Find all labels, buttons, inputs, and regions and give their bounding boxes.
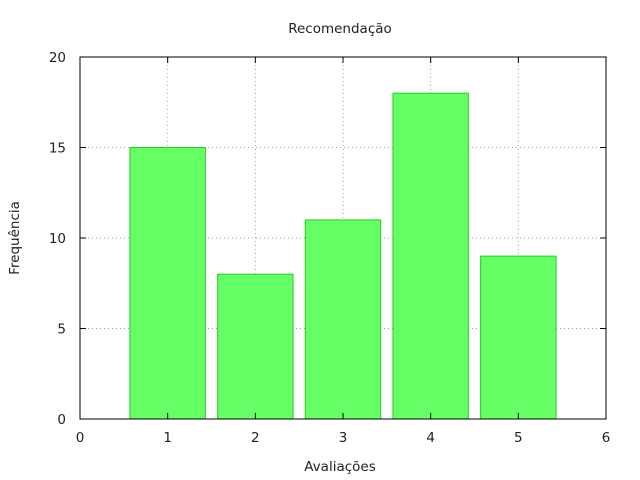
x-tick-label: 6 bbox=[602, 430, 611, 446]
x-tick-label: 3 bbox=[339, 430, 348, 446]
bars bbox=[129, 92, 557, 420]
y-tick-label: 15 bbox=[49, 141, 66, 157]
y-tick-label: 5 bbox=[57, 322, 66, 338]
axis-ticks bbox=[79, 56, 607, 420]
y-tick-label: 0 bbox=[57, 412, 66, 428]
bar-1 bbox=[129, 147, 206, 420]
tick-labels: 0 1 2 3 4 5 6 0 5 10 15 20 bbox=[49, 50, 610, 446]
x-axis-label: Avaliações bbox=[304, 459, 376, 475]
x-tick-label: 5 bbox=[514, 430, 523, 446]
x-tick-label: 2 bbox=[251, 430, 260, 446]
bar-4 bbox=[392, 92, 469, 420]
y-tick-label: 10 bbox=[49, 231, 66, 247]
y-axis-label: Frequência bbox=[7, 201, 23, 275]
x-tick-label: 0 bbox=[76, 430, 85, 446]
y-tick-label: 20 bbox=[49, 50, 66, 66]
x-tick-label: 1 bbox=[163, 430, 172, 446]
chart-title: Recomendação bbox=[288, 21, 392, 37]
bar-5 bbox=[480, 255, 557, 420]
bar-2 bbox=[217, 273, 294, 420]
bar-3 bbox=[304, 219, 382, 420]
x-tick-label: 4 bbox=[426, 430, 435, 446]
